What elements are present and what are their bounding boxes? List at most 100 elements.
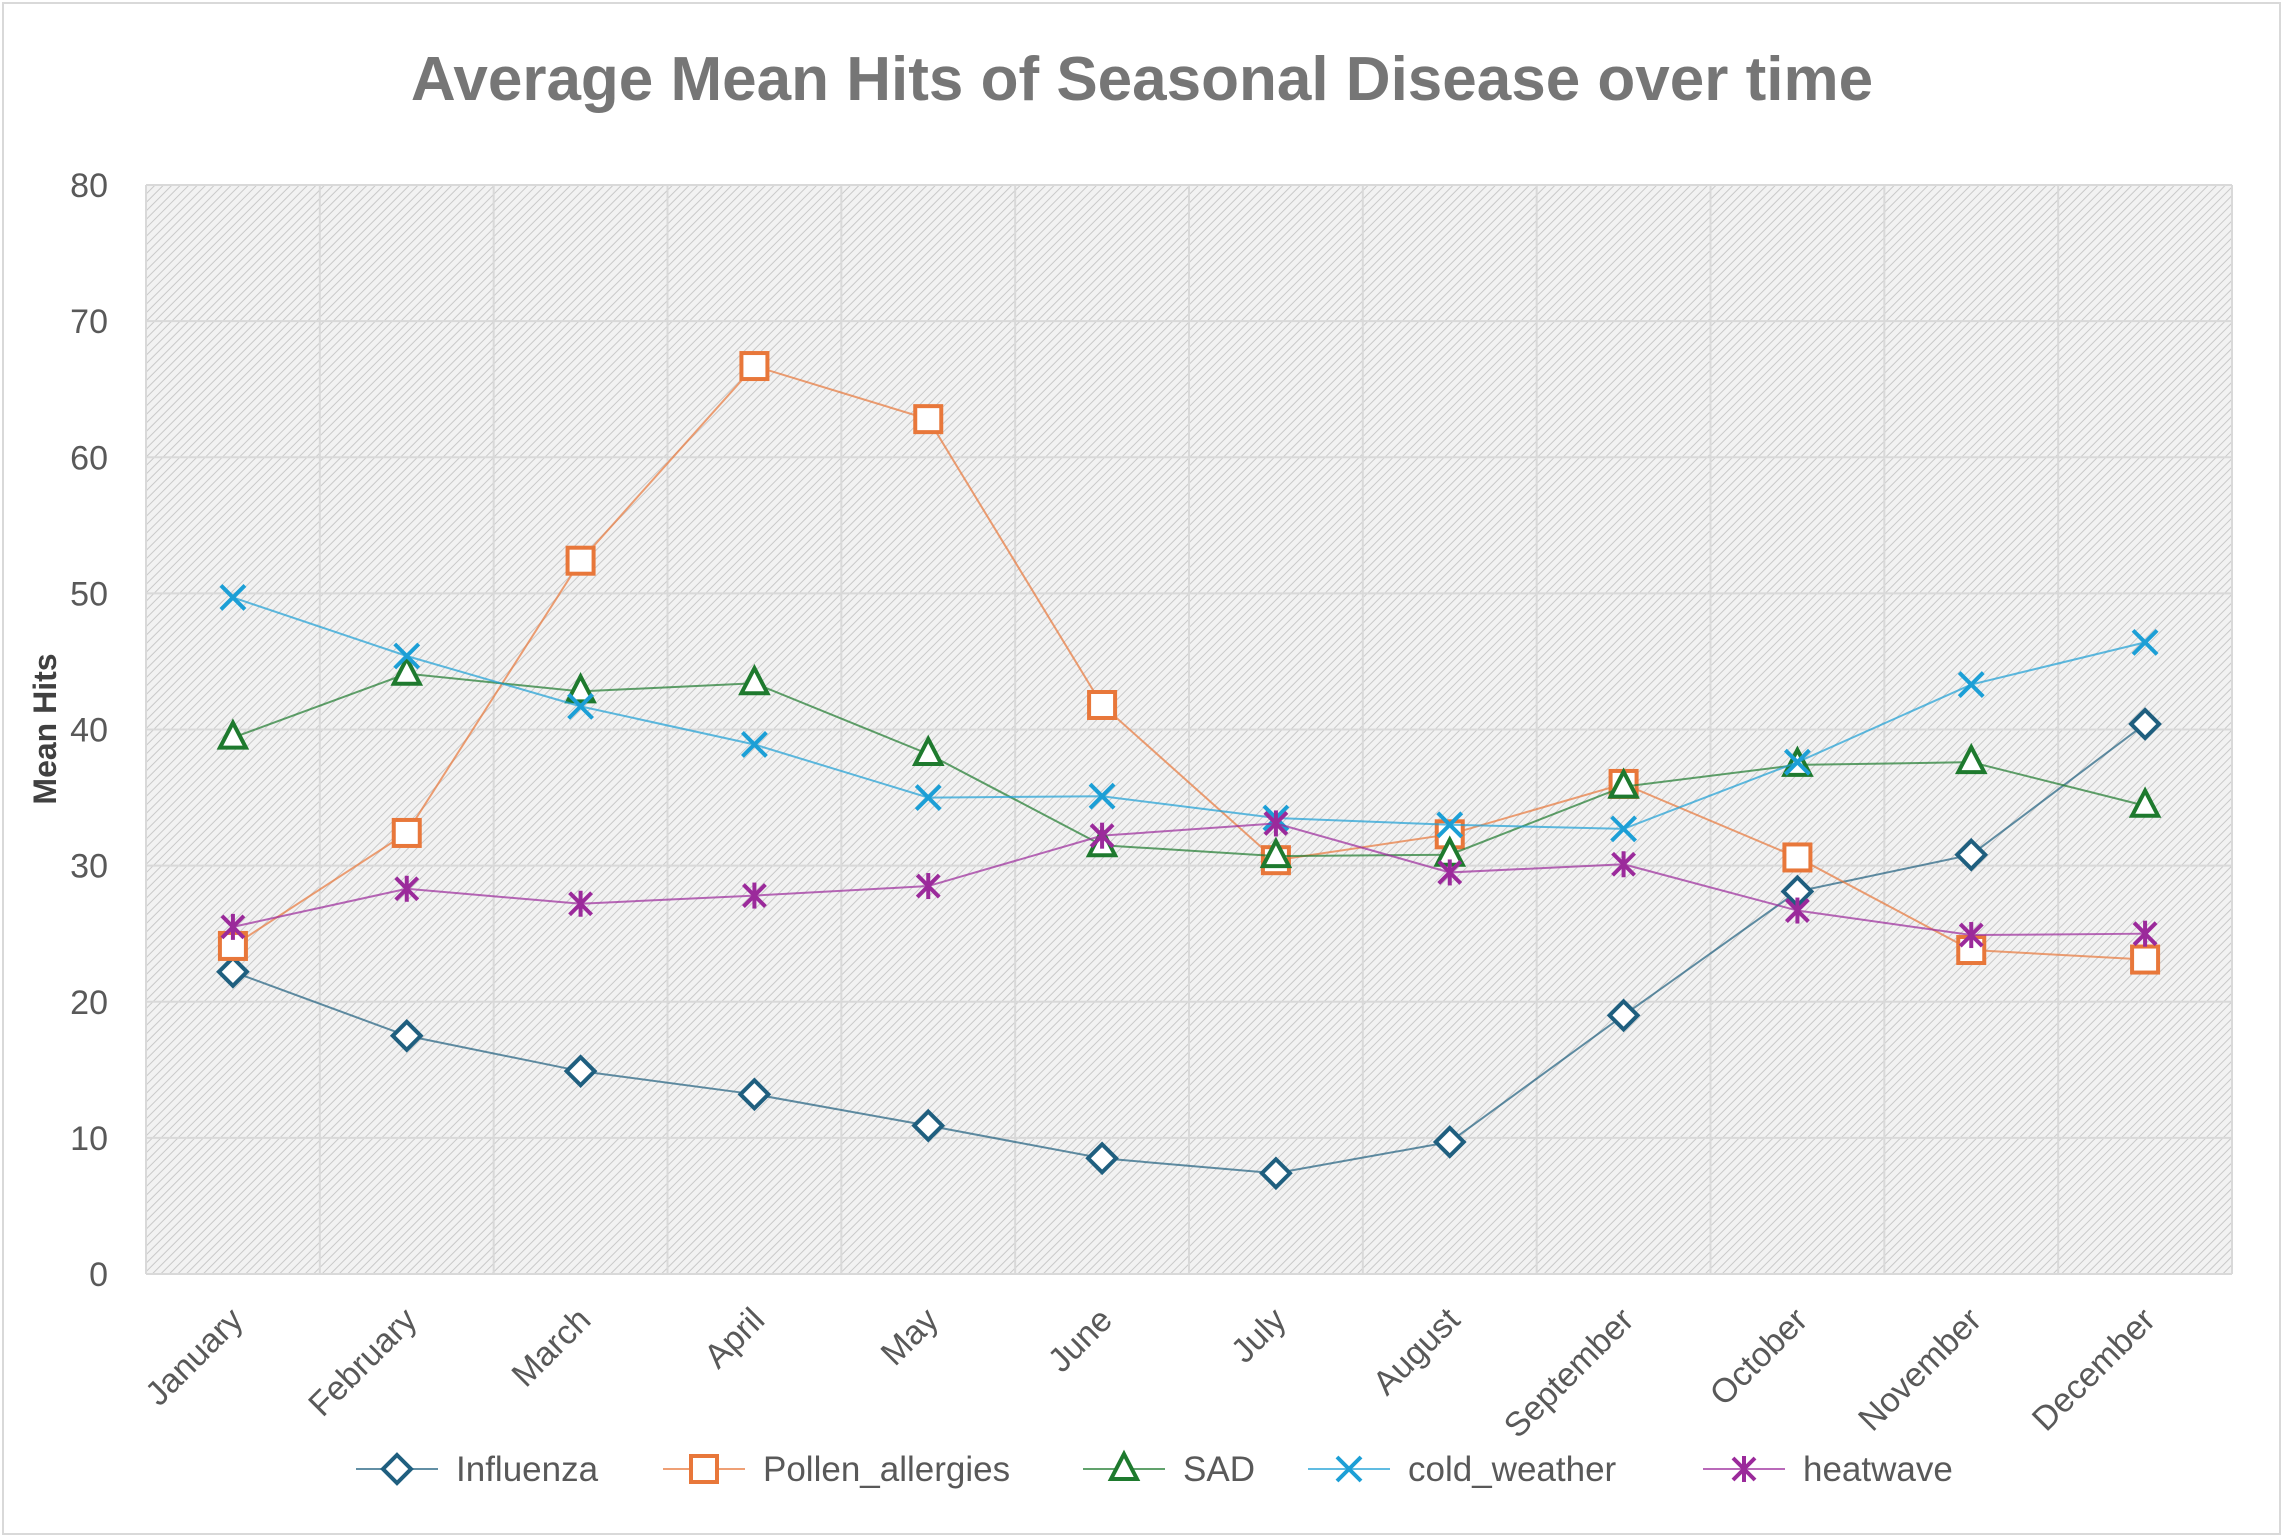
x-tick-label: January (138, 1301, 250, 1413)
legend-label: heatwave (1803, 1450, 1953, 1489)
y-tick-label: 70 (70, 303, 108, 341)
x-tick-label: August (1366, 1300, 1468, 1402)
data-point (1731, 1456, 1757, 1482)
series-line (232, 672, 2146, 858)
data-point (914, 784, 942, 811)
x-tick-label: May (874, 1301, 946, 1373)
data-point (1089, 822, 1115, 849)
data-point (565, 545, 596, 576)
data-point (1957, 671, 1985, 698)
y-tick-label: 20 (70, 984, 108, 1022)
x-tick-label: October (1703, 1301, 1815, 1413)
data-point (742, 882, 767, 909)
data-point (737, 1077, 772, 1112)
data-point (394, 875, 420, 902)
x-tick-label: September (1497, 1301, 1641, 1445)
y-tick-label: 50 (70, 575, 108, 613)
data-point (568, 890, 593, 917)
data-point (2128, 707, 2162, 741)
data-point-stroke (219, 584, 247, 611)
series-line (232, 723, 2146, 1175)
legend-item: cold_weather (1308, 1450, 1617, 1489)
legend-label: SAD (1183, 1450, 1255, 1489)
legend-item: heatwave (1703, 1450, 1953, 1489)
series-cold-weather (219, 584, 2159, 843)
data-point (1087, 689, 1118, 720)
x-tick-label: December (2025, 1301, 2163, 1439)
data-point-stroke (741, 731, 768, 758)
data-point (1437, 859, 1463, 886)
data-point (2130, 944, 2161, 975)
data-point (1088, 782, 1116, 810)
y-tick-label: 60 (70, 439, 108, 477)
data-point (689, 1454, 719, 1484)
x-axis: January February March April May June July Augu… (138, 1300, 2163, 1445)
series-layer (216, 351, 2162, 1191)
data-point (1784, 748, 1811, 776)
series-heatwave (220, 810, 2158, 949)
data-point (391, 817, 422, 848)
data-point-stroke (2131, 628, 2159, 656)
legend-label: Influenza (456, 1450, 599, 1489)
y-tick-label: 30 (70, 848, 108, 886)
legend-item: Influenza (356, 1450, 599, 1489)
data-point-stroke (567, 692, 594, 720)
legend: Influenza Pollen_allergies SAD cold_weather… (356, 1449, 1953, 1489)
data-point (741, 731, 768, 758)
data-point-stroke (1335, 1455, 1363, 1483)
data-point (390, 654, 424, 686)
data-point (1259, 836, 1293, 869)
data-point (1335, 1455, 1363, 1483)
data-point (389, 1018, 424, 1053)
legend-label: cold_weather (1408, 1450, 1617, 1489)
data-point (1611, 851, 1636, 878)
x-tick-label: April (697, 1301, 772, 1376)
data-point-stroke (1610, 815, 1637, 843)
legend-item: Pollen_allergies (663, 1450, 1010, 1489)
data-point-stroke (914, 784, 942, 811)
data-point (393, 642, 421, 670)
y-axis: 0 10 20 30 40 50 60 70 80 (70, 167, 108, 1294)
data-point (1259, 1156, 1293, 1191)
y-tick-label: 40 (70, 712, 108, 750)
data-point (563, 1054, 598, 1089)
data-point (216, 718, 250, 750)
series-line (232, 364, 2146, 961)
data-point (1436, 811, 1464, 839)
data-point (739, 351, 770, 382)
data-point (2131, 628, 2159, 656)
x-tick-label: February (301, 1301, 424, 1424)
data-point (911, 734, 945, 767)
data-point (1107, 1449, 1141, 1481)
data-point (2132, 920, 2158, 947)
data-point (738, 663, 771, 696)
data-point (567, 692, 594, 720)
legend-label: Pollen_allergies (763, 1450, 1010, 1489)
data-point (1954, 837, 1989, 872)
x-tick-label: March (505, 1301, 599, 1395)
series-line (232, 822, 2146, 937)
data-point (380, 1452, 414, 1486)
data-point (1610, 815, 1637, 843)
data-point (1606, 998, 1641, 1033)
data-point (911, 1108, 946, 1143)
x-tick-label: June (1041, 1301, 1120, 1380)
data-point (2128, 786, 2162, 818)
series-line (232, 596, 2146, 830)
data-point (1954, 742, 1988, 775)
data-point (216, 954, 250, 989)
data-point-stroke (1784, 748, 1811, 776)
data-point (1085, 1141, 1119, 1176)
y-tick-label: 80 (70, 167, 108, 205)
data-point (1263, 810, 1289, 837)
data-point-stroke (1088, 782, 1116, 810)
x-tick-label: July (1224, 1301, 1294, 1371)
series-influenza (216, 707, 2162, 1191)
data-point (1958, 922, 1984, 949)
y-axis-label: Mean Hits (27, 653, 63, 804)
y-tick-label: 0 (89, 1256, 108, 1294)
data-point (564, 672, 597, 704)
data-point-stroke (1436, 811, 1464, 839)
data-point-stroke (1957, 671, 1985, 698)
